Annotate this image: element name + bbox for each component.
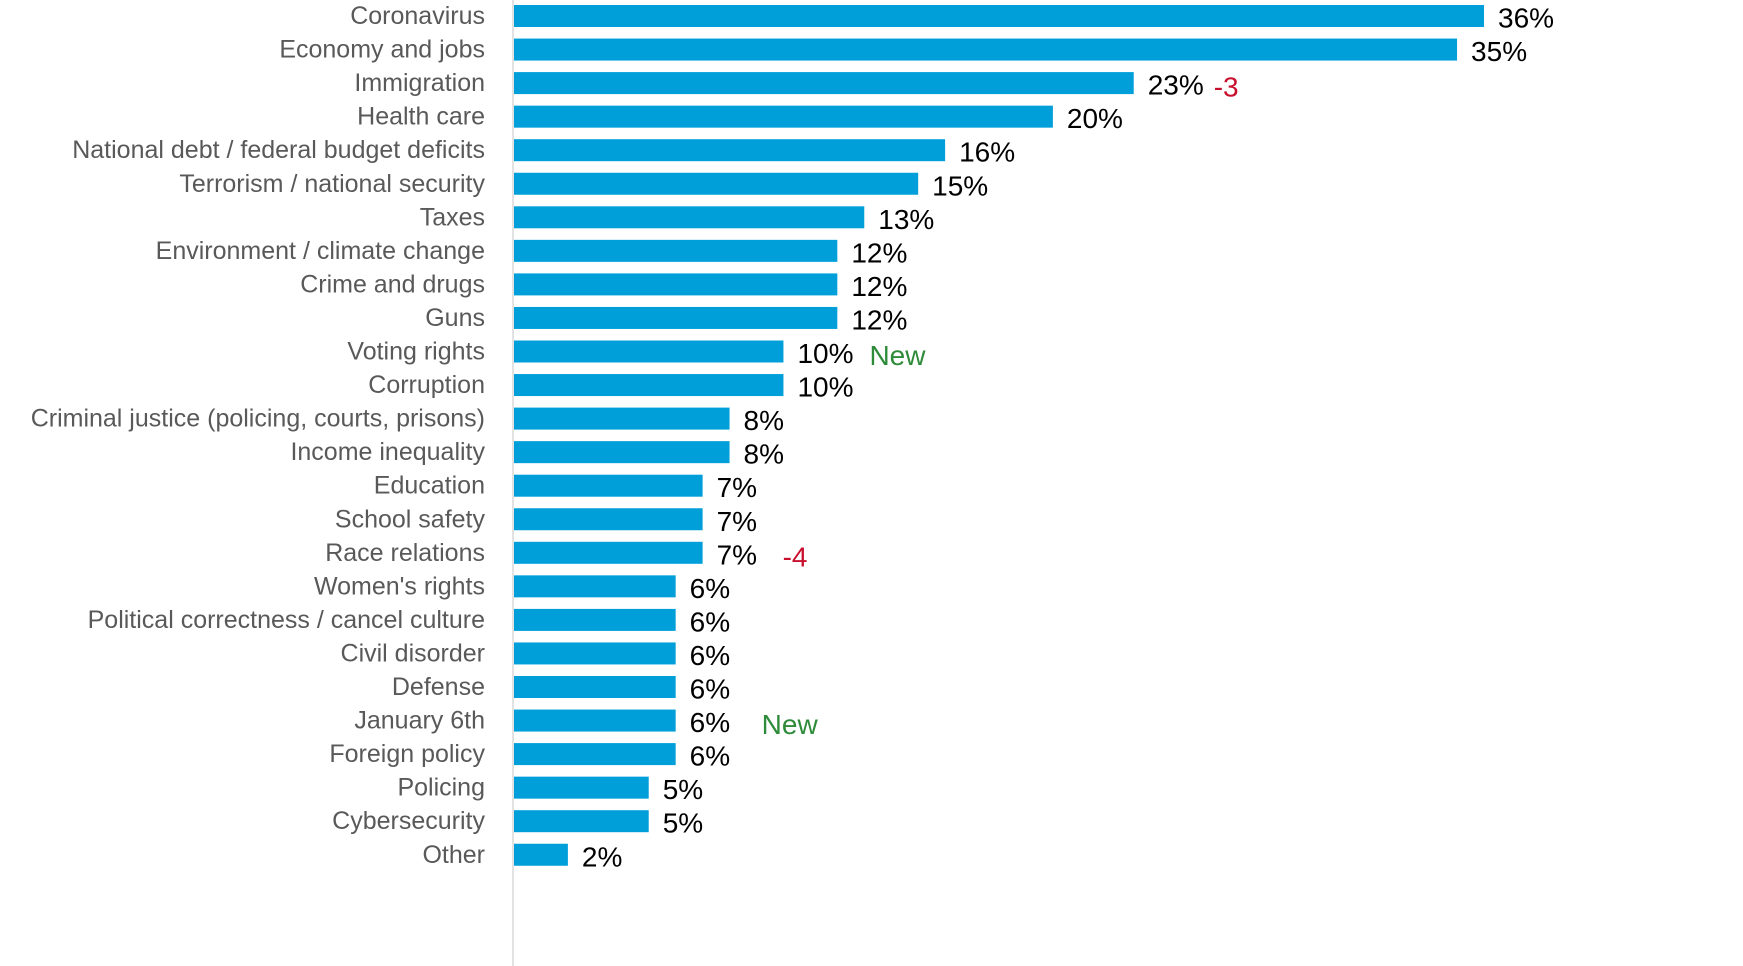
category-labels-group: Coronavirus Economy and jobs Immigration He… — [31, 2, 486, 869]
bar — [514, 743, 676, 766]
value-label: 12% — [851, 271, 907, 302]
bar — [514, 642, 676, 665]
bar — [514, 139, 946, 162]
value-label: 12% — [851, 304, 907, 335]
bar — [514, 273, 838, 296]
category-label: Education — [374, 472, 485, 500]
bar — [514, 541, 703, 564]
category-label: Foreign policy — [329, 740, 485, 768]
bar — [514, 843, 568, 866]
value-label: 6% — [690, 573, 730, 604]
value-label: 6% — [690, 606, 730, 637]
category-label: Crime and drugs — [300, 270, 485, 298]
bar — [514, 575, 676, 598]
bar — [514, 105, 1053, 128]
bar — [514, 239, 838, 262]
value-label: 23% — [1148, 70, 1204, 101]
new-annotation: New — [869, 340, 926, 371]
new-annotation: New — [762, 709, 819, 740]
bar — [514, 676, 676, 698]
value-label: 6% — [690, 741, 730, 772]
value-label: 2% — [582, 841, 622, 872]
category-label: Economy and jobs — [279, 36, 485, 64]
category-label: Terrorism / national security — [179, 170, 485, 198]
bar — [514, 306, 838, 329]
annotation-labels-group: -3 New -4 New — [762, 72, 1239, 740]
category-label: Guns — [425, 304, 485, 332]
bar — [514, 206, 865, 229]
category-label: Women's rights — [314, 572, 485, 600]
bar — [514, 172, 919, 195]
value-label: 20% — [1067, 103, 1123, 134]
category-label: Race relations — [325, 539, 485, 567]
bar — [514, 776, 649, 799]
category-label: Defense — [392, 673, 485, 701]
value-label: 16% — [959, 137, 1015, 168]
value-label: 13% — [878, 204, 934, 235]
category-label: National debt / federal budget deficits — [72, 136, 485, 164]
category-label: Coronavirus — [350, 2, 485, 30]
category-label: Income inequality — [290, 438, 485, 466]
category-label: Voting rights — [347, 338, 485, 366]
category-label: Environment / climate change — [156, 237, 485, 265]
bar — [514, 340, 784, 363]
category-label: Policing — [397, 774, 485, 802]
bar — [514, 508, 703, 531]
category-label: Cybersecurity — [332, 807, 485, 835]
bar — [514, 810, 649, 833]
value-label: 15% — [932, 170, 988, 201]
category-label: Corruption — [368, 371, 485, 399]
category-label: Civil disorder — [341, 639, 485, 667]
bar — [514, 407, 730, 430]
bar — [514, 608, 676, 631]
bars-group — [514, 5, 1484, 866]
value-label: 10% — [797, 372, 853, 403]
category-label: Immigration — [354, 69, 485, 97]
bar — [514, 5, 1484, 27]
change-annotation: -4 — [783, 541, 808, 572]
category-label: Taxes — [420, 203, 485, 231]
category-label: Other — [422, 841, 485, 869]
bar — [514, 38, 1458, 61]
bar — [514, 72, 1134, 95]
category-label: Criminal justice (policing, courts, pris… — [31, 405, 485, 433]
bar — [514, 474, 703, 497]
category-label: School safety — [335, 505, 486, 533]
value-label: 36% — [1498, 3, 1554, 34]
category-label: Health care — [357, 103, 485, 131]
bar — [514, 374, 784, 397]
value-label: 8% — [744, 439, 784, 470]
value-label: 6% — [690, 707, 730, 738]
change-annotation: -3 — [1214, 72, 1239, 103]
value-label: 12% — [851, 237, 907, 268]
category-label: January 6th — [354, 707, 485, 735]
value-labels-group: 36%35%23%20%16%15%13%12%12%12%10%10%8%8%… — [582, 3, 1554, 873]
value-label: 7% — [717, 506, 757, 537]
value-label: 8% — [744, 405, 784, 436]
value-label: 5% — [663, 774, 703, 805]
bar — [514, 441, 730, 464]
value-label: 6% — [690, 640, 730, 671]
value-label: 10% — [797, 338, 853, 369]
bar — [514, 709, 676, 732]
value-label: 6% — [690, 674, 730, 705]
value-label: 5% — [663, 808, 703, 839]
value-label: 7% — [717, 539, 757, 570]
value-label: 7% — [717, 472, 757, 503]
category-label: Political correctness / cancel culture — [88, 606, 485, 634]
value-label: 35% — [1471, 36, 1527, 67]
